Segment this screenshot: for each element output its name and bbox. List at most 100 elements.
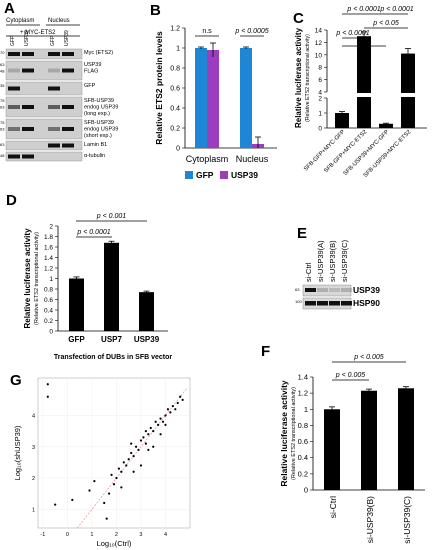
chart-d: 0 0.2 0.4 0.6 0.8 1 1.2 1.4 1.6 1.8 2 Relative luci… [23,213,172,361]
data-point [110,473,113,476]
y-tick-label: 2 [318,96,322,103]
panel-label-f: F [261,343,271,360]
data-point [157,423,160,426]
x-tick-label: SFB-USP39+MYC-ETS2 [363,129,413,179]
y-tick-label: 1.8 [44,234,53,241]
y-axis-title: Relative luciferase activity [279,380,289,487]
y-axis-title: Relative luciferase activity [23,228,32,329]
lane-label-3: USP39 [64,30,70,46]
y-tick-label: 0.8 [298,421,308,430]
data-point [149,426,152,430]
data-point [107,492,111,495]
data-point [171,405,174,408]
chart-g: -1 0 1 2 3 4 1 2 3 4 Log₁₀(Ctrl) Log₁₀(shUSP39) [13,377,191,548]
data-point [159,433,162,436]
blot-band [22,127,34,131]
blot-strip-2 [5,81,83,96]
data-point [159,417,162,420]
data-point [152,430,155,433]
bar-gfp-0 [195,48,207,148]
data-point [117,467,121,470]
data-point [132,470,135,473]
blot-band [317,301,328,306]
data-point [105,517,108,520]
axis-break [400,93,416,97]
blot-band [317,288,328,292]
blot-label: Lamin B1 [84,142,107,148]
p-value-label: p < 0.0001 [379,6,413,13]
y-tick-label: 3 [32,445,35,451]
blot-label: USP39 [353,285,380,295]
blot-band [48,105,60,109]
x-tick-label: SFB-GFP+MYC-ETS2 [323,129,368,174]
data-point [152,445,155,448]
y-axis-title: Log₁₀(shUSP39) [13,425,22,480]
legend-label-gfp: GFP [196,170,214,180]
plot-area [37,377,191,529]
y-tick-label: 1 [32,507,35,513]
legend-swatch-gfp [185,171,193,179]
data-point [164,414,167,417]
blot-band [48,143,60,148]
data-point [120,470,123,473]
data-point [144,430,147,433]
p-value-label: p < 0.0001 [76,229,110,236]
y-tick-label: 14 [315,28,323,35]
data-point [176,401,179,405]
bar-0 [335,113,349,128]
mw-marker: 70 [0,50,5,55]
mw-marker: 75 [0,98,5,103]
y-tick-label: 0.4 [298,453,308,462]
blot-band [48,68,60,73]
col-header-cytoplasm: Cytoplasm [6,18,34,24]
blot-band [22,68,34,73]
y-tick-label: 1 [304,405,308,414]
blot-label: (short exp.) [84,133,112,139]
y-axis-subtitle: (Relative ETS2 transcriptional activity) [305,34,311,122]
lane-label-1: si-USP39(A) [316,240,325,282]
blot-label: α-tubulin [84,153,105,159]
data-point [154,420,157,423]
blot-band [8,68,20,73]
x-tick-label: si-Ctrl [328,496,338,518]
y-tick-label: 1 [318,111,322,118]
blot-band [22,154,34,159]
y-tick-label: 0.6 [44,297,53,304]
y-tick-label: 6 [318,77,322,84]
data-point [127,458,130,461]
blot-band [8,154,20,159]
blot-band [8,127,20,131]
data-point [147,433,150,436]
data-point [181,398,184,401]
axis-break [356,93,372,97]
panel-d: D 0 0.2 0.4 0.6 0.8 1 1.2 1.4 1.6 1.8 2 Relative lu… [0,192,175,367]
y-tick-label: 0.6 [170,86,180,93]
bar-gfp-1 [240,48,252,148]
mw-marker: 100 [295,299,302,304]
mw-marker: 63 [0,62,5,67]
bar-0 [324,409,340,490]
y-tick-label: 0 [318,126,322,133]
data-point [169,411,172,414]
data-point [142,436,145,439]
blot-label: (long exp.) [84,111,110,117]
bar-3 [401,53,415,129]
panel-label-g: G [10,372,22,389]
mw-marker: 63 [295,287,300,292]
p-value-label: p < 0.0001 [346,6,380,13]
x-tick-label: 1 [90,532,93,538]
blot-label: endog USP39 [84,127,118,133]
x-tick-label: 3 [139,532,142,538]
blot-band [62,105,74,109]
bar-2 [398,388,414,490]
blot-band [62,127,74,131]
lane-label-3: si-USP39(C) [340,239,349,282]
y-tick-label: 1 [176,46,180,53]
blot-band [341,288,352,292]
x-tick-label: 2 [115,532,118,538]
mw-marker: 63 [0,142,5,147]
data-point [125,464,128,467]
panel-label-e: E [297,225,308,242]
y-tick-label: 4 [32,414,35,420]
